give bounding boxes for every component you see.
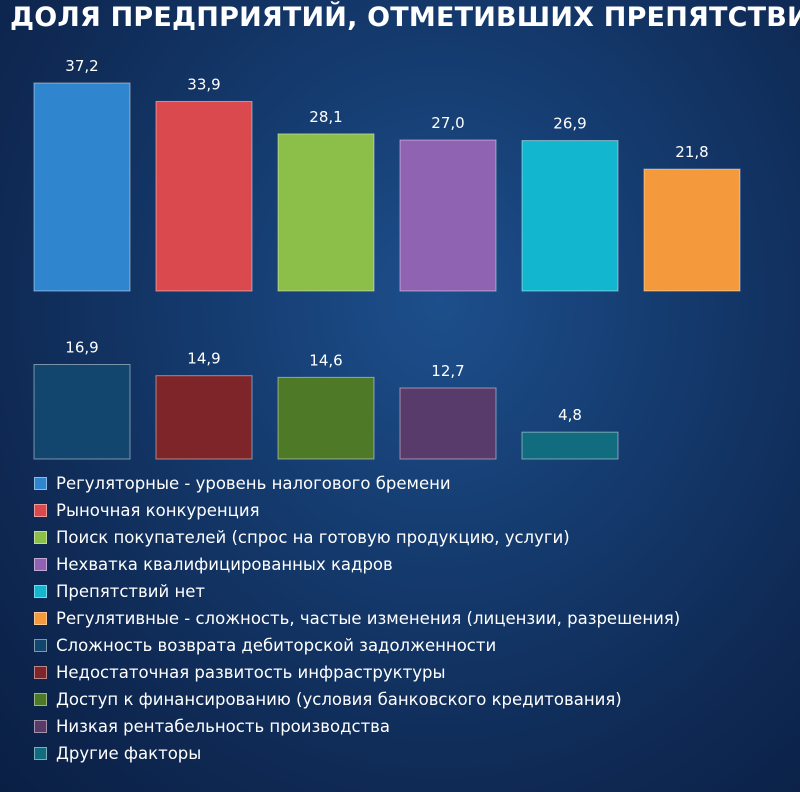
value-label-9: 14,6 [309, 351, 342, 369]
bar-5 [521, 140, 619, 292]
legend-item-6: Регулятивные - сложность, частые изменен… [34, 605, 794, 632]
chart-legend: Регуляторные - уровень налогового бремен… [34, 470, 794, 767]
bar-4 [399, 139, 497, 292]
legend-label: Поиск покупателей (спрос на готовую прод… [56, 528, 570, 547]
legend-item-2: Рыночная конкуренция [34, 497, 794, 524]
legend-item-7: Сложность возврата дебиторской задолженн… [34, 632, 794, 659]
legend-swatch [34, 531, 47, 544]
bar-9 [277, 376, 375, 460]
value-label-11: 4,8 [558, 406, 582, 424]
legend-item-11: Другие факторы [34, 740, 794, 767]
bar-2 [155, 100, 253, 292]
bar-8 [155, 375, 253, 460]
value-label-7: 16,9 [65, 339, 98, 357]
value-label-8: 14,9 [187, 350, 220, 368]
bar-11 [521, 431, 619, 460]
legend-item-10: Низкая рентабельность производства [34, 713, 794, 740]
bar-10 [399, 387, 497, 460]
legend-label: Регуляторные - уровень налогового бремен… [56, 474, 451, 493]
bar-7 [33, 364, 131, 460]
legend-item-9: Доступ к финансированию (условия банковс… [34, 686, 794, 713]
value-label-3: 28,1 [309, 108, 342, 126]
bar-6 [643, 168, 741, 292]
value-label-1: 37,2 [65, 57, 98, 75]
legend-label: Сложность возврата дебиторской задолженн… [56, 636, 497, 655]
legend-swatch [34, 666, 47, 679]
legend-swatch [34, 747, 47, 760]
legend-label: Препятствий нет [56, 582, 206, 601]
legend-label: Недостаточная развитость инфраструктуры [56, 663, 446, 682]
legend-swatch [34, 693, 47, 706]
legend-label: Другие факторы [56, 744, 202, 763]
legend-swatch [34, 504, 47, 517]
legend-label: Регулятивные - сложность, частые изменен… [56, 609, 681, 628]
legend-item-8: Недостаточная развитость инфраструктуры [34, 659, 794, 686]
legend-swatch [34, 558, 47, 571]
value-label-5: 26,9 [553, 115, 586, 133]
value-label-4: 27,0 [431, 114, 464, 132]
legend-label: Низкая рентабельность производства [56, 717, 391, 736]
value-label-10: 12,7 [431, 362, 464, 380]
legend-label: Доступ к финансированию (условия банковс… [56, 690, 622, 709]
legend-swatch [34, 585, 47, 598]
legend-label: Рыночная конкуренция [56, 501, 260, 520]
legend-label: Нехватка квалифицированных кадров [56, 555, 393, 574]
legend-swatch [34, 720, 47, 733]
legend-swatch [34, 639, 47, 652]
value-label-2: 33,9 [187, 75, 220, 93]
bar-chart: 37,2 33,9 28,1 27,0 26,9 21,8 16,9 14,9 14,6 12,7… [33, 57, 741, 460]
legend-swatch [34, 612, 47, 625]
chart-title: ДОЛЯ ПРЕДПРИЯТИЙ, ОТМЕТИВШИХ ПРЕПЯТСТВИЯ [10, 2, 800, 33]
legend-item-5: Препятствий нет [34, 578, 794, 605]
legend-item-3: Поиск покупателей (спрос на готовую прод… [34, 524, 794, 551]
bar-3 [277, 133, 375, 292]
legend-item-4: Нехватка квалифицированных кадров [34, 551, 794, 578]
bar-1 [33, 82, 131, 292]
legend-item-1: Регуляторные - уровень налогового бремен… [34, 470, 794, 497]
value-label-6: 21,8 [675, 143, 708, 161]
legend-swatch [34, 477, 47, 490]
